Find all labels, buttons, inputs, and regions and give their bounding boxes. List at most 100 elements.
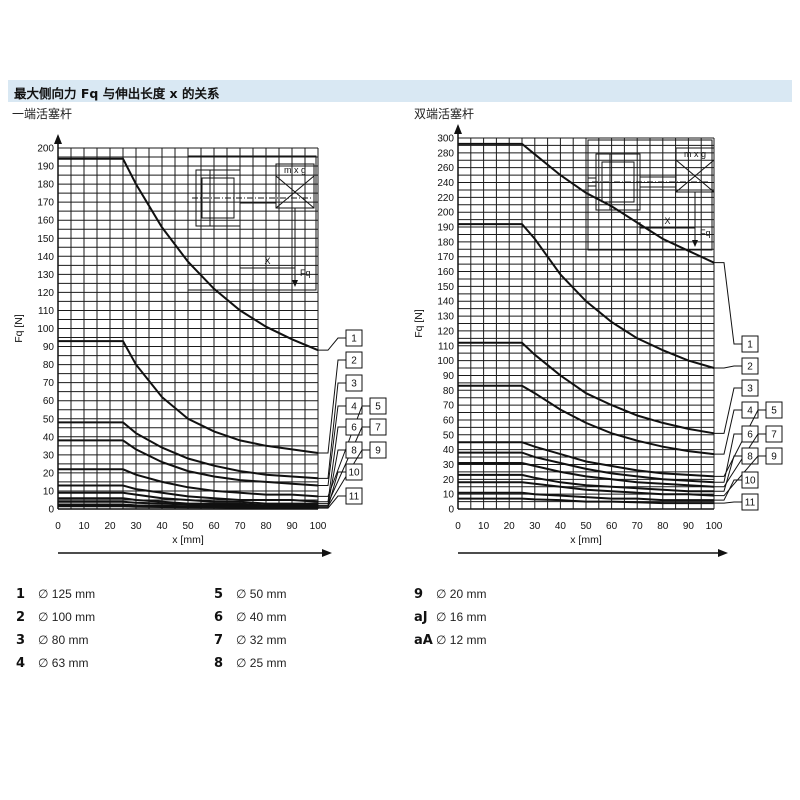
y-tick-label: 220 (437, 193, 454, 204)
y-tick-label: 170 (37, 198, 54, 209)
y-tick-label: 160 (437, 267, 454, 278)
series-label-10: 10 (741, 471, 759, 489)
series-label-9: 9 (765, 447, 783, 465)
series-label-box (741, 379, 759, 397)
y-tick-label: 40 (43, 432, 55, 443)
leader-line (714, 501, 742, 504)
y-tick-label: 0 (48, 505, 54, 516)
series-line-6 (58, 484, 319, 503)
x-tick-label: 50 (182, 521, 194, 532)
y-tick-label: 30 (443, 460, 455, 471)
y-tick-label: 60 (443, 415, 455, 426)
legend-item: 7 ∅ 32 mm (214, 630, 286, 650)
y-tick-label: 260 (437, 163, 454, 174)
legend-item: 4 ∅ 63 mm (16, 653, 88, 673)
series-line-1 (458, 142, 715, 264)
y-tick-label: 200 (37, 144, 54, 155)
y-axis-label: Fq [N] (413, 309, 425, 338)
series-label-text: 3 (747, 384, 753, 395)
leader-line (714, 433, 742, 483)
series-label-text: 4 (747, 406, 753, 417)
series-label-text: 3 (351, 379, 357, 390)
leader-line (318, 382, 346, 479)
y-tick-label: 160 (37, 216, 54, 227)
x-tick-label: 100 (310, 521, 327, 532)
legend-label: ∅ 20 mm (436, 587, 487, 601)
legend-label: ∅ 100 mm (38, 610, 96, 624)
y-tick-label: 180 (37, 180, 54, 191)
y-tick-label: 70 (43, 378, 55, 389)
series-label-1: 1 (741, 335, 759, 353)
leader-line (714, 479, 742, 501)
leader-line (318, 426, 346, 503)
leader-line (714, 455, 742, 492)
series-label-text: 1 (351, 334, 357, 345)
y-tick-label: 140 (37, 252, 54, 263)
y-tick-label: 20 (443, 475, 455, 486)
y-tick-label: 130 (37, 270, 54, 281)
series-label-text: 7 (375, 423, 381, 434)
legend-number: 2 (16, 609, 26, 625)
y-tick-label: 150 (37, 234, 54, 245)
y-tick-label: 170 (437, 252, 454, 263)
series-label-text: 9 (375, 446, 381, 457)
y-tick-label: 110 (38, 306, 54, 317)
y-tick-label: 100 (37, 324, 54, 335)
y-tick-label: 10 (443, 490, 455, 501)
leader-line (714, 409, 766, 477)
series-line-10 (458, 491, 714, 502)
x-tick-label: 80 (260, 521, 272, 532)
series-line-7 (458, 462, 715, 488)
x-tick-label: 80 (657, 521, 669, 532)
y-tick-label: 190 (437, 223, 454, 234)
series-label-2: 2 (345, 351, 363, 369)
series-label-box (345, 351, 363, 369)
load-label: m x g (684, 149, 706, 159)
legend-label: ∅ 80 mm (38, 633, 89, 647)
legend: 1 ∅ 125 mm 2 ∅ 100 mm 3 ∅ 80 mm 4 ∅ 63 mm 5 ∅ 50 … (0, 584, 800, 684)
y-tick-label: 120 (37, 288, 54, 299)
legend-label: ∅ 25 mm (236, 656, 287, 670)
leader-line (318, 337, 346, 351)
x-tick-label: 50 (580, 521, 592, 532)
legend-label: ∅ 50 mm (236, 587, 287, 601)
series-label-text: 8 (351, 446, 357, 457)
series-label-text: 11 (349, 492, 360, 503)
load-label: m x g (284, 165, 306, 175)
inset-frame (187, 155, 317, 291)
series-line-3 (458, 341, 715, 435)
series-label-text: 8 (747, 452, 753, 463)
y-tick-label: 80 (43, 360, 55, 371)
series-label-text: 10 (348, 468, 360, 479)
x-tick-label: 60 (208, 521, 220, 532)
y-tick-label: 10 (43, 486, 55, 497)
x-tick-label: 70 (632, 521, 644, 532)
leader-line (318, 449, 346, 506)
series-line-3 (58, 421, 319, 480)
series-line-8 (458, 473, 714, 493)
leader-line (714, 365, 742, 369)
series-line-5 (58, 468, 319, 498)
leader-line (318, 359, 346, 454)
series-line-4 (458, 384, 715, 456)
series-label-box (741, 471, 759, 489)
series-line-7 (58, 491, 318, 505)
y-tick-label: 240 (437, 178, 454, 189)
x-dimension-label: X (664, 216, 670, 226)
y-tick-label: 40 (443, 445, 455, 456)
series-label-text: 4 (351, 402, 357, 413)
y-tick-label: 80 (443, 386, 455, 397)
subtitle-left: 一端活塞杆 (12, 107, 73, 121)
x-direction-arrow (322, 549, 332, 557)
x-tick-label: 0 (55, 521, 61, 532)
series-label-8: 8 (345, 441, 363, 459)
series-label-text: 6 (351, 423, 357, 434)
legend-number: 1 (16, 586, 26, 602)
leader-line (318, 405, 346, 487)
series-line-1 (58, 157, 319, 352)
series-line-5 (458, 441, 715, 478)
series-label-3: 3 (741, 379, 759, 397)
x-dimension-label: X (264, 256, 270, 266)
load-cross-b (275, 175, 315, 209)
y-tick-label: 300 (437, 134, 454, 145)
